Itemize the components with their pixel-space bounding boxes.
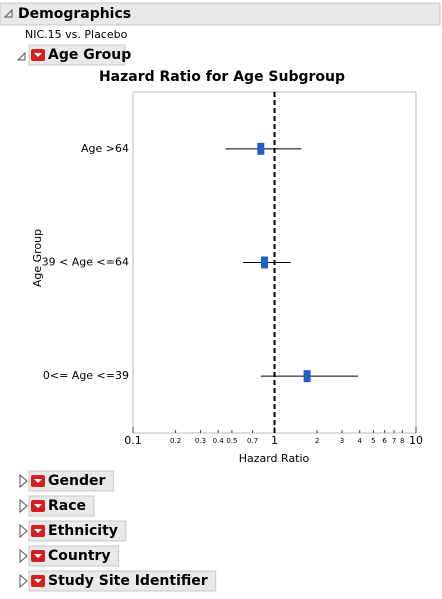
x-tick-label: 7 xyxy=(392,437,396,445)
x-tick-label: 6 xyxy=(382,437,387,445)
menu-arrow xyxy=(34,554,42,558)
menu-arrow xyxy=(34,479,42,483)
chart-title: Hazard Ratio for Age Subgroup xyxy=(99,69,345,85)
section-title: Age Group xyxy=(48,47,131,63)
x-tick-label: 0.7 xyxy=(247,437,258,445)
disclosure-icon[interactable] xyxy=(19,473,28,489)
menu-arrow xyxy=(34,529,42,533)
hazard-ratio-marker xyxy=(303,370,311,383)
section-header xyxy=(28,495,95,517)
section-title: Country xyxy=(48,548,111,564)
section-title: Ethnicity xyxy=(48,523,118,539)
hazard-ratio-marker xyxy=(257,142,265,155)
x-tick-label: 8 xyxy=(400,437,404,445)
x-tick-label: 10 xyxy=(409,434,423,447)
x-tick-label: 3 xyxy=(340,437,344,445)
x-tick-label: 0.1 xyxy=(124,434,142,447)
x-tick-label: 0.4 xyxy=(213,437,225,445)
section-title: Study Site Identifier xyxy=(48,573,208,589)
disclosure-icon[interactable] xyxy=(19,573,28,589)
y-tick-label: 0<= Age <=39 xyxy=(43,369,129,382)
section-title: Gender xyxy=(48,473,105,489)
disclosure-icon[interactable] xyxy=(19,498,28,514)
section-header xyxy=(28,570,217,592)
section-title: Race xyxy=(48,498,86,514)
x-tick-label: 1 xyxy=(271,434,278,447)
x-tick-label: 4 xyxy=(357,437,362,445)
menu-arrow xyxy=(34,504,42,508)
x-axis-label: Hazard Ratio xyxy=(239,452,310,465)
outline-subtitle: NIC.15 vs. Placebo xyxy=(25,28,128,41)
menu-arrow xyxy=(34,53,42,57)
section-header xyxy=(28,470,114,492)
section-header xyxy=(28,520,127,542)
y-tick-label: 39 < Age <=64 xyxy=(42,256,129,269)
outline-header-bar xyxy=(0,2,441,26)
hazard-ratio-marker xyxy=(261,256,269,269)
x-tick-label: 0.3 xyxy=(195,437,206,445)
x-tick-label: 2 xyxy=(315,437,319,445)
y-tick-label: Age >64 xyxy=(81,142,129,155)
y-axis-label: Age Group xyxy=(31,229,44,287)
disclosure-icon[interactable] xyxy=(19,548,28,564)
disclosure-icon[interactable] xyxy=(16,51,26,61)
x-tick-label: 0.5 xyxy=(226,437,237,445)
x-tick-label: 5 xyxy=(371,437,375,445)
disclosure-icon[interactable] xyxy=(19,523,28,539)
menu-arrow xyxy=(34,579,42,583)
disclosure-icon[interactable] xyxy=(3,8,13,18)
section-header xyxy=(28,545,120,567)
section-header xyxy=(28,44,126,66)
x-tick-label: 0.2 xyxy=(170,437,181,445)
outline-title: Demographics xyxy=(18,6,131,22)
